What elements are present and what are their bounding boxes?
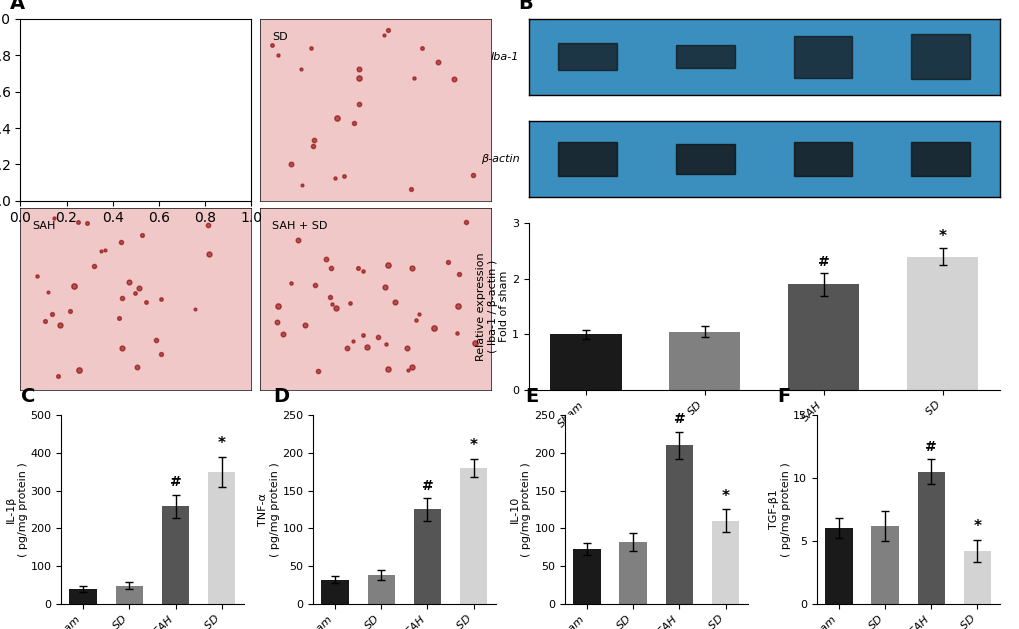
Bar [460,468,487,604]
Text: *: * [972,519,980,534]
Bar [208,472,235,604]
Bar [619,542,646,604]
Y-axis label: TGF-β1
( pg/mg protein ): TGF-β1 ( pg/mg protein ) [768,462,790,557]
Bar [665,445,693,604]
Text: SD: SD [272,31,287,42]
Bar [668,331,740,390]
Y-axis label: TNF-α
( pg/mg protein ): TNF-α ( pg/mg protein ) [258,462,279,557]
Text: B: B [518,0,533,13]
Bar [573,548,600,604]
Bar [557,43,616,70]
Y-axis label: IL-1β
( pg/mg protein ): IL-1β ( pg/mg protein ) [6,462,28,557]
Text: #: # [817,255,828,269]
Bar [963,551,990,604]
Text: F: F [776,387,790,406]
Y-axis label: IL-10
( pg/mg protein ): IL-10 ( pg/mg protein ) [510,462,531,557]
Bar [788,284,858,390]
Bar [549,335,621,390]
Bar [321,580,348,604]
Text: #: # [673,412,685,426]
Bar [906,257,977,390]
Bar [676,144,734,174]
Text: E: E [525,387,538,406]
Text: SAH + SD: SAH + SD [272,221,327,231]
Bar [676,45,734,68]
Bar [414,509,441,604]
Text: #: # [169,476,181,489]
Text: *: * [937,229,946,244]
Bar [910,34,969,79]
Text: *: * [217,436,225,451]
Bar [793,142,852,176]
Text: β-actin: β-actin [480,154,519,164]
Text: C: C [21,387,36,406]
Text: D: D [273,387,288,406]
Text: #: # [924,440,936,454]
Text: A: A [10,0,25,13]
Bar [367,575,394,604]
Bar [824,528,852,604]
Bar [917,472,945,604]
Bar [793,36,852,77]
Bar [115,586,143,604]
Bar [910,142,969,176]
Bar [711,521,739,604]
Bar [870,526,898,604]
Bar [69,589,97,604]
Text: Sham: Sham [32,31,64,42]
Y-axis label: Relative expression
( Iba-1 / β-actin )
Fold of sham: Relative expression ( Iba-1 / β-actin ) … [476,252,508,361]
Bar [162,506,190,604]
Text: Iba-1: Iba-1 [490,52,519,62]
Bar [557,142,616,176]
Text: SAH: SAH [32,221,55,231]
Text: *: * [720,489,729,504]
Text: *: * [469,438,477,454]
Text: #: # [421,479,433,493]
